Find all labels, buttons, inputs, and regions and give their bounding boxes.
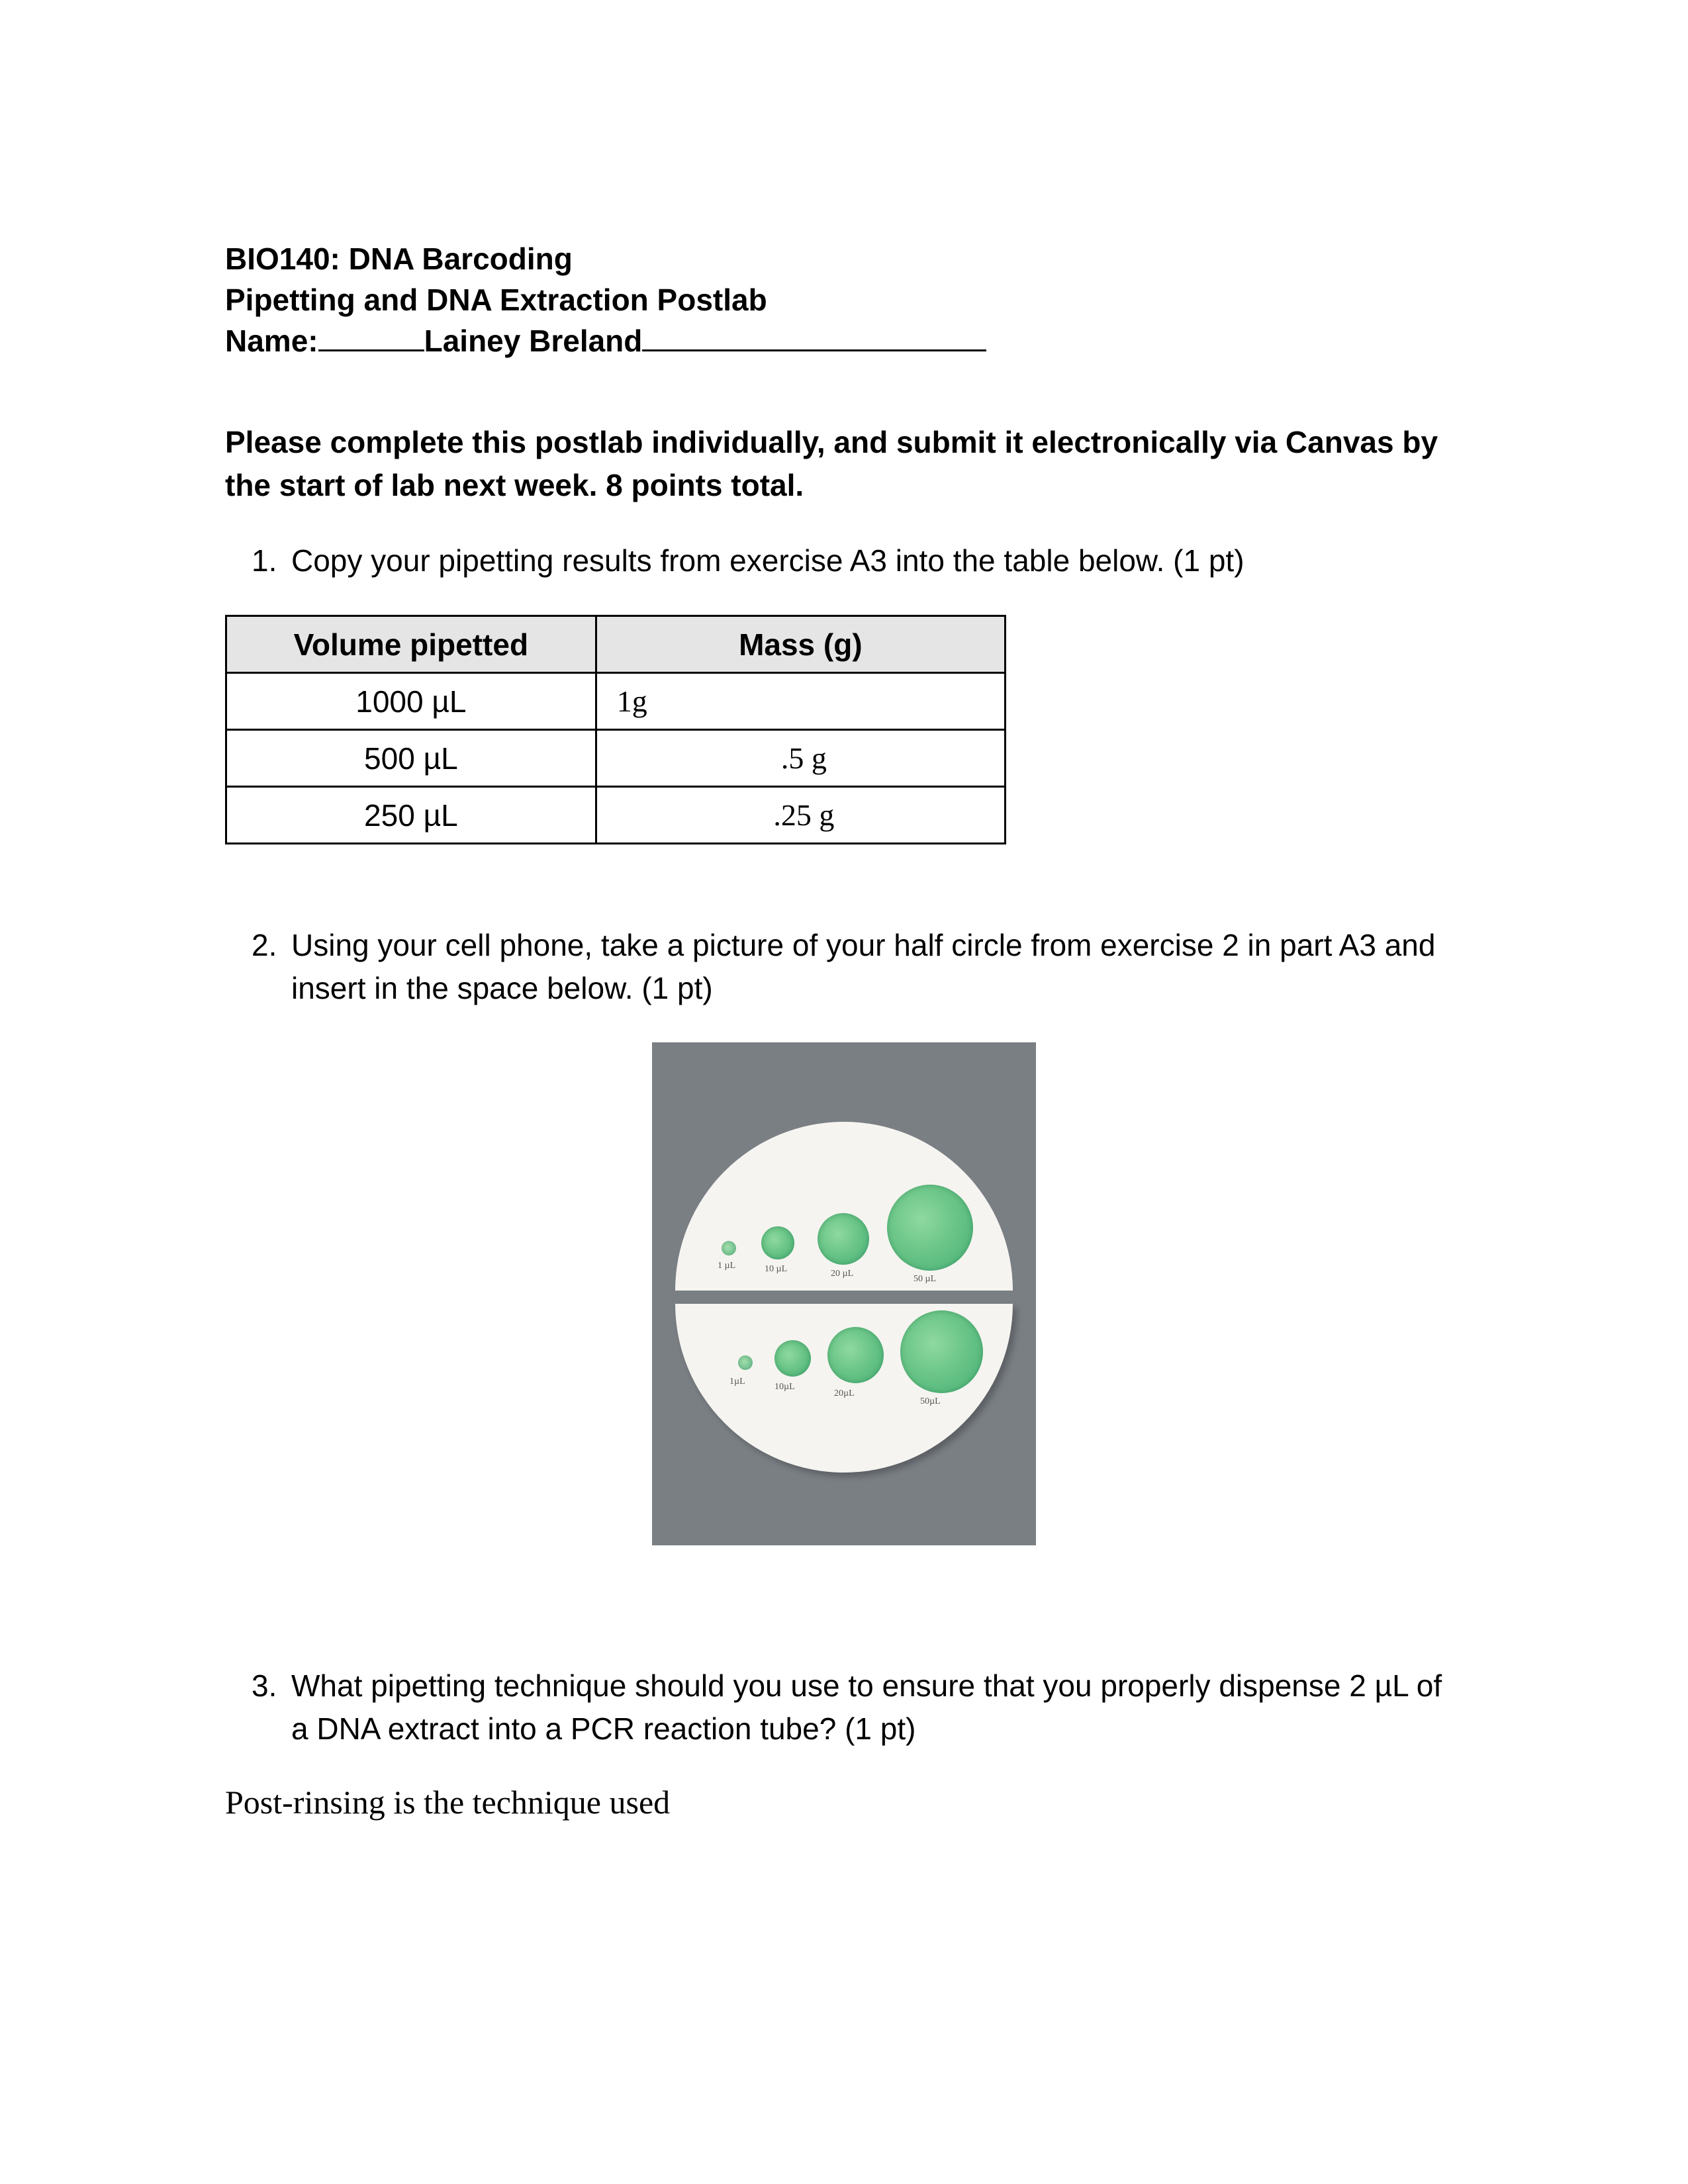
cell-mass: .5 g [596, 730, 1005, 787]
dot-label: 10 µL [765, 1264, 787, 1275]
q3-text: What pipetting technique should you use … [291, 1668, 1442, 1745]
dot-label: 20 µL [831, 1269, 853, 1279]
table-row: 500 µL .5 g [226, 730, 1006, 787]
dot-1ul [722, 1241, 736, 1255]
name-line: Name: Lainey Breland [225, 320, 1463, 361]
cell-mass: .25 g [596, 787, 1005, 844]
q2-text: Using your cell phone, take a picture of… [291, 928, 1435, 1005]
cell-mass: 1g [596, 673, 1005, 730]
cell-volume: 500 µL [226, 730, 596, 787]
q3-number: 3. [252, 1664, 291, 1707]
name-suffix-underline [642, 349, 986, 351]
half-circle-photo: 1 µL 10 µL 20 µL 50 µL 1µL 10µL 20µL 50µ… [652, 1042, 1036, 1545]
table-header-row: Volume pipetted Mass (g) [226, 616, 1006, 673]
q2-number: 2. [252, 924, 291, 966]
dot-label: 1 µL [718, 1261, 735, 1271]
document-header: BIO140: DNA Barcoding Pipetting and DNA … [225, 238, 1463, 361]
table-row: 1000 µL 1g [226, 673, 1006, 730]
question-1: 1.Copy your pipetting results from exerc… [225, 539, 1463, 582]
dot-50ul [887, 1185, 973, 1271]
name-prefix-underline [318, 349, 424, 351]
pipetting-results-table: Volume pipetted Mass (g) 1000 µL 1g 500 … [225, 615, 1006, 844]
dot-20ul [827, 1327, 884, 1383]
dot-10ul [761, 1226, 794, 1259]
table-row: 250 µL .25 g [226, 787, 1006, 844]
cell-volume: 250 µL [226, 787, 596, 844]
dot-1ul [738, 1355, 753, 1370]
lab-title: Pipetting and DNA Extraction Postlab [225, 279, 1463, 320]
dot-label: 50µL [920, 1396, 941, 1407]
col-header-mass: Mass (g) [596, 616, 1005, 673]
dot-label: 20µL [834, 1388, 855, 1399]
bottom-half-circle: 1µL 10µL 20µL 50µL [675, 1304, 1013, 1473]
dot-label: 1µL [729, 1377, 745, 1387]
name-label: Name: [225, 320, 318, 361]
q1-text: Copy your pipetting results from exercis… [291, 543, 1244, 578]
question-2: 2.Using your cell phone, take a picture … [225, 924, 1463, 1009]
col-header-volume: Volume pipetted [226, 616, 596, 673]
top-half-circle: 1 µL 10 µL 20 µL 50 µL [675, 1122, 1013, 1291]
dot-20ul [818, 1213, 869, 1265]
dot-10ul [774, 1340, 811, 1377]
course-title: BIO140: DNA Barcoding [225, 238, 1463, 279]
dot-50ul [900, 1310, 983, 1393]
photo-container: 1 µL 10 µL 20 µL 50 µL 1µL 10µL 20µL 50µ… [225, 1042, 1463, 1545]
cell-volume: 1000 µL [226, 673, 596, 730]
q1-number: 1. [252, 539, 291, 582]
instructions-text: Please complete this postlab individuall… [225, 421, 1463, 506]
dot-label: 10µL [774, 1382, 795, 1392]
student-name: Lainey Breland [424, 320, 643, 361]
question-3: 3.What pipetting technique should you us… [225, 1664, 1463, 1750]
dot-label: 50 µL [914, 1274, 936, 1285]
answer-3: Post-rinsing is the technique used [225, 1783, 1463, 1821]
